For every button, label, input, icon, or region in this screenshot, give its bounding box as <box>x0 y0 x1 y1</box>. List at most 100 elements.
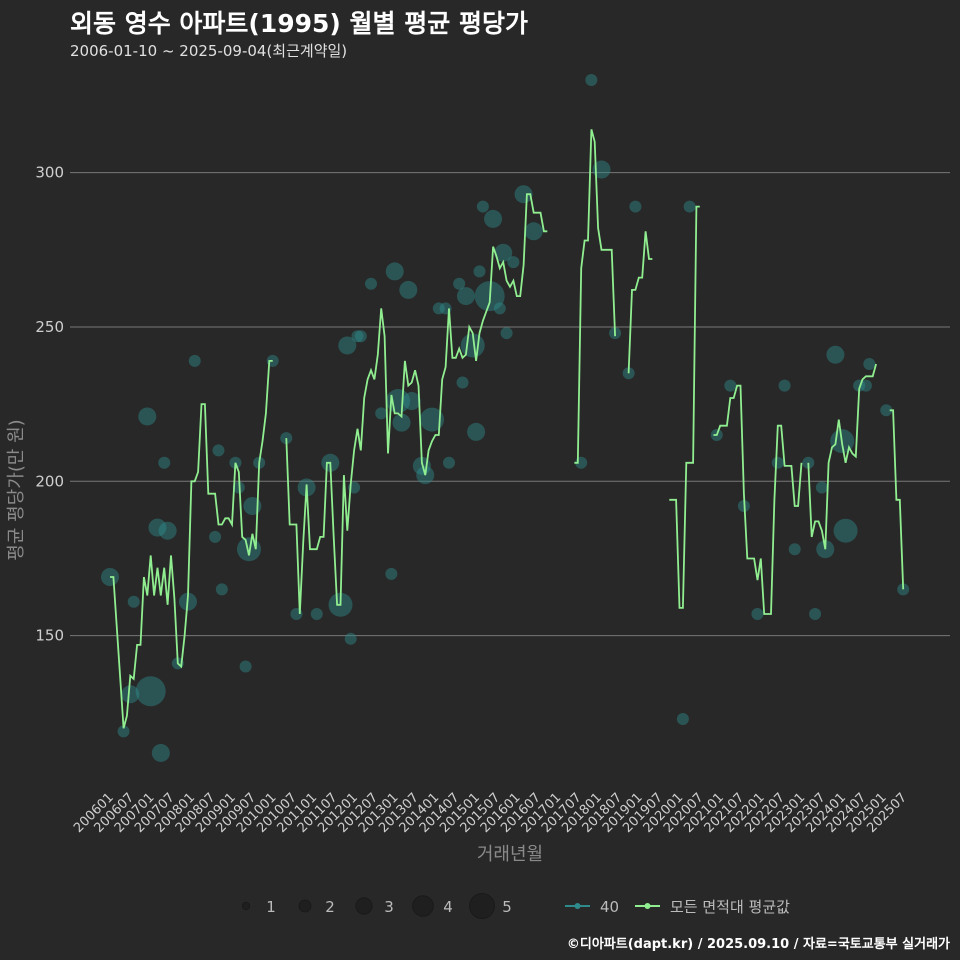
y-tick-label: 200 <box>35 472 64 490</box>
data-point <box>402 392 421 411</box>
data-point <box>859 379 872 392</box>
data-point <box>833 518 858 543</box>
series-line-segment <box>669 205 700 609</box>
data-point <box>121 685 140 704</box>
data-point <box>148 518 167 537</box>
y-tick-labels: 150 200 250 300 <box>35 164 64 645</box>
data-point <box>280 432 293 445</box>
series-line-segment <box>627 231 653 374</box>
series-line-segment <box>285 193 548 615</box>
data-point <box>135 676 166 707</box>
data-point <box>456 376 469 389</box>
data-point <box>453 277 466 290</box>
data-point <box>188 354 201 367</box>
grid-lines <box>70 172 950 637</box>
data-point <box>456 287 475 306</box>
legend-size-label: 1 <box>266 898 276 916</box>
series-line-segment <box>713 384 803 615</box>
legend-key-point-40 <box>574 903 581 909</box>
data-point <box>809 608 822 621</box>
data-point <box>209 530 222 543</box>
data-point <box>676 713 689 725</box>
data-point <box>158 521 177 540</box>
data-point <box>442 456 455 469</box>
legend-size-marker <box>241 901 251 911</box>
data-point <box>354 330 367 343</box>
data-point <box>897 583 910 596</box>
data-point <box>215 583 228 596</box>
y-axis-label: 평균 평당가(만 원) <box>6 419 27 560</box>
legend-label-average: 모든 면적대 평균값 <box>670 898 790 916</box>
data-point <box>585 74 598 86</box>
series-line-segment <box>807 363 877 550</box>
data-point <box>432 302 445 315</box>
data-point <box>683 200 696 213</box>
data-point <box>514 185 533 204</box>
data-point <box>629 200 642 213</box>
data-point <box>127 595 140 608</box>
data-point <box>420 407 445 432</box>
y-tick-label: 150 <box>35 627 64 645</box>
legend-size-marker <box>298 899 312 913</box>
data-point <box>476 200 489 213</box>
data-point <box>158 456 171 469</box>
data-point <box>473 265 486 278</box>
series-line-segment <box>574 129 616 464</box>
data-point <box>351 330 364 343</box>
legend-size-marker <box>412 895 434 917</box>
legend-label-40: 40 <box>600 898 619 916</box>
chart-title: 외동 영수 아파트(1995) 월별 평균 평당가 <box>70 9 528 38</box>
data-point <box>863 358 876 370</box>
legend-size-marker <box>355 897 373 915</box>
data-point <box>236 537 261 562</box>
data-point <box>507 256 520 269</box>
legend-size-label: 5 <box>502 898 512 916</box>
data-point <box>771 456 784 469</box>
data-point <box>751 608 764 621</box>
data-point <box>826 345 845 364</box>
chart-subtitle: 2006-01-10 ~ 2025-09-04(최근계약일) <box>70 42 348 60</box>
y-tick-label: 300 <box>35 164 64 182</box>
data-point <box>524 222 543 241</box>
data-point <box>310 608 323 621</box>
legend-size-label: 3 <box>384 898 394 916</box>
data-point <box>385 262 404 281</box>
data-point <box>802 456 815 469</box>
y-tick-label: 250 <box>35 318 64 336</box>
data-point <box>724 379 737 392</box>
data-point <box>399 280 418 299</box>
data-point <box>815 481 828 494</box>
legend-key-point-average <box>644 903 651 909</box>
legend-size-label: 4 <box>443 898 453 916</box>
average-price-line <box>110 129 905 729</box>
data-point <box>138 407 157 426</box>
scatter-points-40 <box>101 74 910 762</box>
data-point <box>880 404 893 417</box>
data-point <box>212 444 225 457</box>
data-point <box>788 543 801 556</box>
data-point <box>365 277 378 290</box>
data-point <box>375 407 388 420</box>
series-line-segment <box>889 409 905 590</box>
legend: 1 2 3 4 5 40 모든 면적대 평균값 <box>241 893 790 919</box>
data-point <box>385 567 398 580</box>
data-point <box>592 160 611 179</box>
legend-size-label: 2 <box>325 898 335 916</box>
data-point <box>344 632 357 645</box>
legend-size-marker <box>469 893 495 919</box>
data-point <box>338 336 357 355</box>
data-point <box>117 725 130 738</box>
data-point <box>494 243 513 262</box>
data-point <box>467 422 486 441</box>
data-point <box>239 660 252 673</box>
data-point <box>778 379 791 392</box>
credit-footer: ©디아파트(dapt.kr) / 2025.09.10 / 자료=국토교통부 실… <box>566 937 950 952</box>
x-axis-label: 거래년월 <box>477 844 543 865</box>
data-point <box>243 497 262 515</box>
x-tick-labels: 2006012006072007012007072008012008072009… <box>71 790 910 836</box>
series-line-segment <box>110 360 273 729</box>
data-point <box>493 302 506 315</box>
data-point <box>500 327 513 340</box>
data-point <box>484 209 503 228</box>
